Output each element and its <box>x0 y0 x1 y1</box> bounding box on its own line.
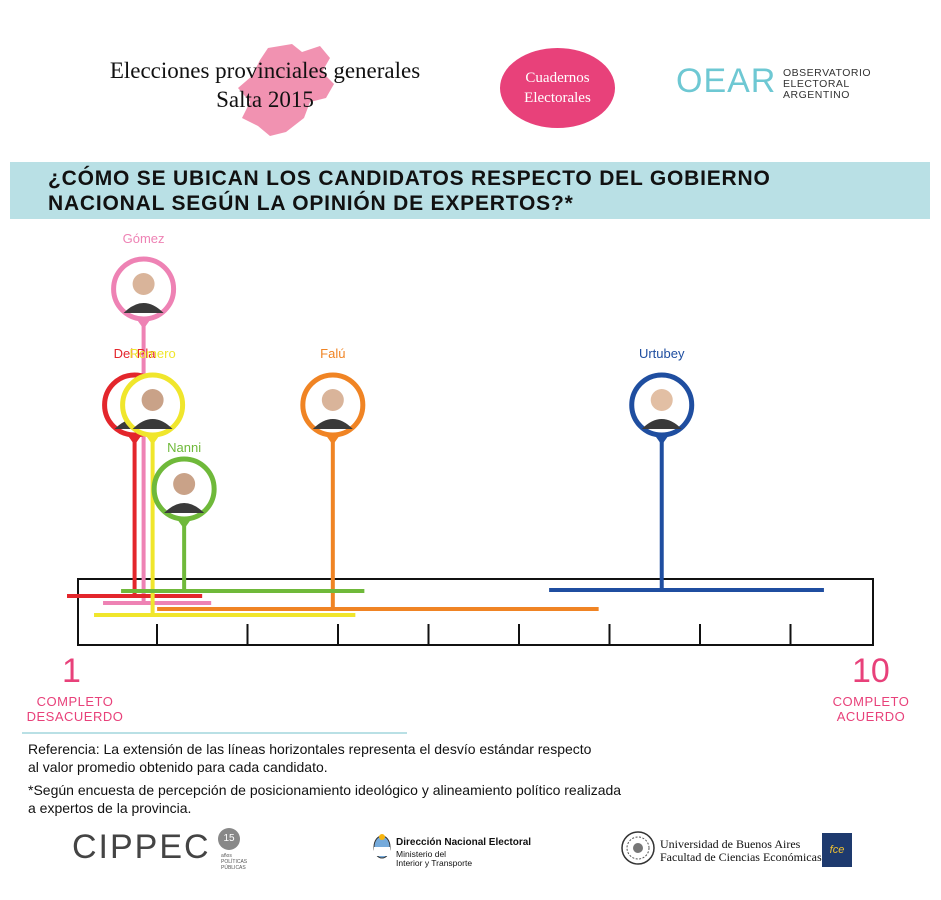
reference-line1: Referencia: La extensión de las líneas h… <box>28 741 592 757</box>
face-urtubey <box>650 389 673 411</box>
scale-max-text-2: ACUERDO <box>836 709 906 724</box>
cippec-sub1: años <box>221 853 232 859</box>
scale-min-text-2: DESACUERDO <box>26 709 124 724</box>
uba-seal-icon <box>621 831 655 865</box>
dne-sub1: Ministerio del <box>396 849 447 859</box>
cuadernos-badge: Cuadernos Electorales <box>500 48 615 128</box>
cippec-badge: 15 <box>218 828 240 850</box>
shoulders-romero <box>132 419 173 429</box>
scale-min-number: 1 <box>62 652 81 690</box>
cippec-sub3: PÚBLICAS <box>221 865 246 871</box>
label-del-pla: Del Pla <box>114 346 157 361</box>
divider <box>22 732 407 734</box>
oear-logo: OEAR <box>676 62 777 100</box>
uba-line2: Facultad de Ciencias Económicas <box>660 850 822 864</box>
oear-line1: OBSERVATORIO <box>783 67 872 79</box>
cippec-sub2: POLÍTICAS <box>221 859 248 865</box>
salta-map-icon <box>238 44 334 136</box>
dne-subtitle: Ministerio del Interior y Transporte <box>396 850 472 868</box>
oear-line2: ELECTORAL <box>783 78 850 90</box>
argentina-shield-icon <box>373 834 391 859</box>
survey-line1: *Según encuesta de percepción de posicio… <box>28 782 622 798</box>
shoulders-falu <box>312 419 353 429</box>
scale-min-label: COMPLETO DESACUERDO <box>15 694 135 724</box>
reference-line2: al valor promedio obtenido para cada can… <box>28 759 328 775</box>
scale-max-number: 10 <box>852 652 890 690</box>
fce-logo: fce <box>822 833 852 867</box>
scale-min-text-1: COMPLETO <box>36 694 114 709</box>
survey-note: *Según encuesta de percepción de posicio… <box>28 781 621 817</box>
reference-note: Referencia: La extensión de las líneas h… <box>28 740 591 776</box>
uba-text: Universidad de Buenos Aires Facultad de … <box>660 838 822 864</box>
face-falu <box>321 389 344 411</box>
oear-line3: ARGENTINO <box>783 89 850 101</box>
dne-title: Dirección Nacional Electoral <box>396 837 532 848</box>
scale-max-label: COMPLETO ACUERDO <box>812 694 930 724</box>
question-line2: NACIONAL SEGÚN LA OPINIÓN DE EXPERTOS?* <box>48 192 574 215</box>
label-romero: Romero <box>129 346 175 361</box>
cippec-logo: CIPPEC <box>72 828 211 866</box>
question-band <box>10 162 930 219</box>
question-title: ¿CÓMO SE UBICAN LOS CANDIDATOS RESPECTO … <box>48 166 918 216</box>
header-title-line2: Salta 2015 <box>216 87 314 112</box>
dne-sub2: Interior y Transporte <box>396 858 473 868</box>
badge-line1: Cuadernos <box>525 70 590 86</box>
question-line1: ¿CÓMO SE UBICAN LOS CANDIDATOS RESPECTO … <box>48 167 771 190</box>
face-gomez <box>132 273 155 295</box>
label-gomez: Gómez <box>123 231 165 246</box>
header-title: Elecciones provinciales generales Salta … <box>60 56 470 114</box>
header-title-line1: Elecciones provinciales generales <box>109 58 421 83</box>
face-romero <box>141 389 164 411</box>
shoulders-urtubey <box>641 419 682 429</box>
badge-line2: Electorales <box>524 90 591 106</box>
uba-line1: Universidad de Buenos Aires <box>660 837 801 851</box>
label-nanni: Nanni <box>167 440 201 455</box>
cippec-sub: años POLÍTICAS PÚBLICAS <box>221 853 247 871</box>
survey-line2: a expertos de la provincia. <box>28 800 192 816</box>
scale-max-text-1: COMPLETO <box>832 694 910 709</box>
shoulders-nanni <box>164 503 205 513</box>
oear-logo-text: OBSERVATORIO ELECTORAL ARGENTINO <box>783 68 871 101</box>
label-falu: Falú <box>320 346 345 361</box>
label-urtubey: Urtubey <box>639 346 685 361</box>
face-nanni <box>173 473 196 495</box>
shoulders-gomez <box>123 303 164 313</box>
